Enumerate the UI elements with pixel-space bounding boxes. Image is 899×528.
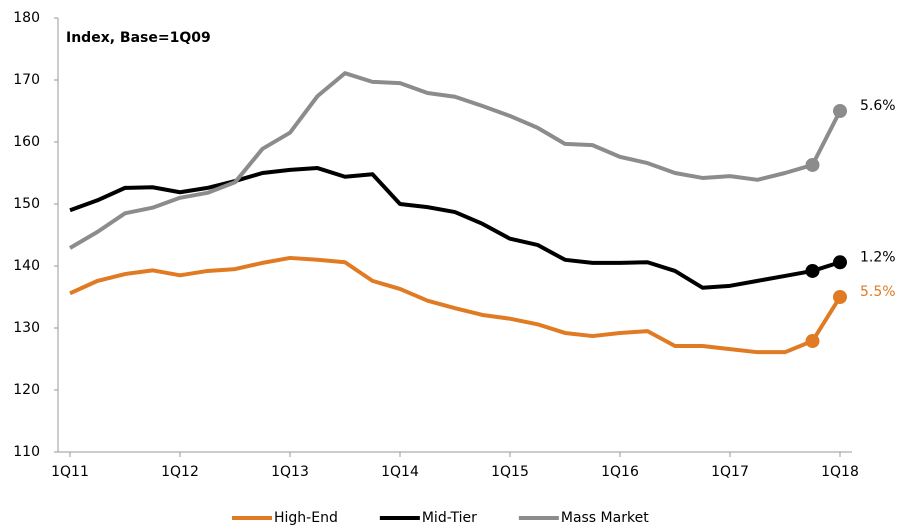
end-marker	[805, 157, 820, 172]
chart-title: Index, Base=1Q09	[66, 30, 211, 46]
end-marker	[805, 263, 820, 278]
end-label: 5.6%	[860, 98, 896, 114]
y-tick-label: 130	[13, 320, 40, 336]
end-marker	[833, 255, 847, 270]
y-tick-label: 160	[13, 134, 40, 150]
end-marker	[805, 334, 820, 349]
series-line	[69, 255, 842, 355]
x-tick-label: 1Q11	[51, 464, 89, 480]
y-tick-label: 110	[13, 444, 40, 460]
y-tick-label: 140	[13, 258, 40, 274]
x-tick-label: 1Q17	[711, 464, 749, 480]
legend-label: High-End	[274, 510, 338, 526]
x-tick-label: 1Q13	[271, 464, 309, 480]
x-tick-label: 1Q18	[821, 464, 859, 480]
end-label: 1.2%	[860, 249, 896, 265]
legend-label: Mass Market	[561, 510, 649, 526]
x-tick-label: 1Q14	[381, 464, 419, 480]
y-tick-label: 170	[13, 72, 40, 88]
end-marker	[833, 290, 847, 304]
end-label: 5.5%	[860, 284, 896, 300]
y-tick-label: 120	[13, 382, 40, 398]
end-marker	[833, 104, 847, 118]
x-tick-label: 1Q16	[601, 464, 639, 480]
legend-label: Mid-Tier	[422, 510, 477, 526]
y-tick-label: 180	[13, 10, 40, 26]
series-line	[68, 71, 842, 250]
y-tick-label: 150	[13, 196, 40, 212]
x-tick-label: 1Q15	[491, 464, 529, 480]
series-line	[69, 166, 841, 290]
x-tick-label: 1Q12	[161, 464, 199, 480]
